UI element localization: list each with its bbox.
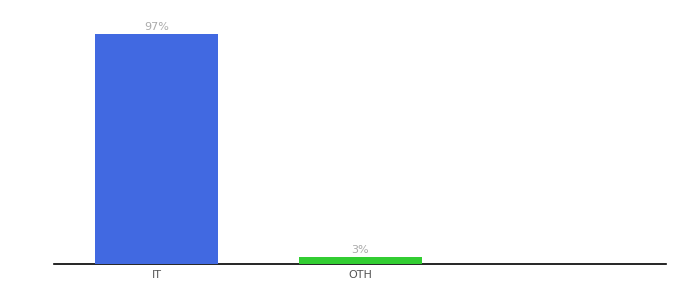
Bar	[95, 34, 218, 264]
Bar	[299, 257, 422, 264]
Text: 3%: 3%	[352, 245, 369, 255]
Text: 97%: 97%	[144, 22, 169, 32]
